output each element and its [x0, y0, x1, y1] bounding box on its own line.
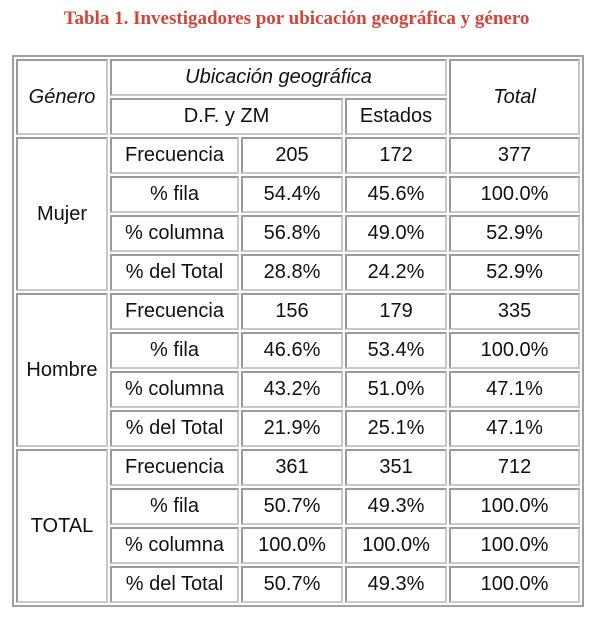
value-cell: 100.0% [449, 566, 581, 603]
value-cell: 49.3% [345, 488, 448, 525]
value-cell: 47.1% [449, 410, 581, 447]
measure-label: % fila [110, 332, 239, 369]
value-cell: 100.0% [345, 527, 448, 564]
value-cell: 49.3% [345, 566, 448, 603]
data-table: Género Ubicación geográfica Total D.F. y… [12, 55, 585, 607]
value-cell: 45.6% [345, 176, 448, 213]
group-label: Hombre [16, 293, 108, 447]
header-cell: Total [449, 59, 581, 135]
data-row: % columna 43.2% 51.0% 47.1% [16, 371, 581, 408]
measure-label: Frecuencia [110, 137, 239, 174]
value-cell: 351 [345, 449, 448, 486]
value-cell: 50.7% [241, 566, 343, 603]
measure-label: Frecuencia [110, 449, 239, 486]
value-cell: 25.1% [345, 410, 448, 447]
value-cell: 21.9% [241, 410, 343, 447]
value-cell: 100.0% [449, 488, 581, 525]
value-cell: 53.4% [345, 332, 448, 369]
data-row: % columna 100.0% 100.0% 100.0% [16, 527, 581, 564]
measure-label: % del Total [110, 254, 239, 291]
value-cell: 24.2% [345, 254, 448, 291]
data-row: % del Total 50.7% 49.3% 100.0% [16, 566, 581, 603]
header-cell: Estados [345, 98, 448, 135]
value-cell: 51.0% [345, 371, 448, 408]
table-title: Tabla 1. Investigadores por ubicación ge… [63, 8, 530, 29]
data-row: Mujer Frecuencia 205 172 377 [16, 137, 581, 291]
value-cell: 43.2% [241, 371, 343, 408]
value-cell: 47.1% [449, 371, 581, 408]
measure-label: % columna [110, 371, 239, 408]
value-cell: 205 [241, 137, 343, 174]
header-row: D.F. y ZM Estados [16, 98, 580, 135]
value-cell: 100.0% [449, 332, 581, 369]
measure-label: % del Total [110, 566, 239, 603]
value-cell: 712 [449, 449, 581, 486]
value-cell: 52.9% [449, 215, 581, 252]
measure-label: % del Total [110, 410, 239, 447]
measure-label: % fila [110, 176, 239, 213]
group-label: TOTAL [16, 449, 108, 603]
value-cell: 172 [345, 137, 448, 174]
table-body: Género Ubicación geográfica Total D.F. y… [16, 59, 581, 603]
value-cell: 335 [449, 293, 581, 330]
value-cell: 100.0% [241, 527, 343, 564]
header-cell: Género [16, 59, 108, 135]
data-row: % del Total 28.8% 24.2% 52.9% [16, 254, 581, 291]
value-cell: 52.9% [449, 254, 581, 291]
value-cell: 179 [345, 293, 448, 330]
value-cell: 46.6% [241, 332, 343, 369]
data-row: Hombre Frecuencia 156 179 335 [16, 293, 581, 447]
measure-label: % columna [110, 215, 239, 252]
value-cell: 54.4% [241, 176, 343, 213]
value-cell: 49.0% [345, 215, 448, 252]
data-row: % columna 56.8% 49.0% 52.9% [16, 215, 581, 252]
value-cell: 50.7% [241, 488, 343, 525]
value-cell: 56.8% [241, 215, 343, 252]
header-cell: D.F. y ZM [110, 98, 343, 135]
value-cell: 377 [449, 137, 581, 174]
data-row: % fila 54.4% 45.6% 100.0% [16, 176, 581, 213]
value-cell: 100.0% [449, 527, 581, 564]
measure-label: Frecuencia [110, 293, 239, 330]
data-row: TOTAL Frecuencia 361 351 712 [16, 449, 581, 603]
measure-label: % columna [110, 527, 239, 564]
value-cell: 28.8% [241, 254, 343, 291]
value-cell: 156 [241, 293, 343, 330]
group-label: Mujer [16, 137, 108, 291]
header-row: Género Ubicación geográfica Total [16, 59, 581, 135]
header-cell: Ubicación geográfica [110, 59, 448, 96]
data-row: % fila 50.7% 49.3% 100.0% [16, 488, 581, 525]
value-cell: 361 [241, 449, 343, 486]
data-row: % del Total 21.9% 25.1% 47.1% [16, 410, 581, 447]
measure-label: % fila [110, 488, 239, 525]
value-cell: 100.0% [449, 176, 581, 213]
data-row: % fila 46.6% 53.4% 100.0% [16, 332, 581, 369]
